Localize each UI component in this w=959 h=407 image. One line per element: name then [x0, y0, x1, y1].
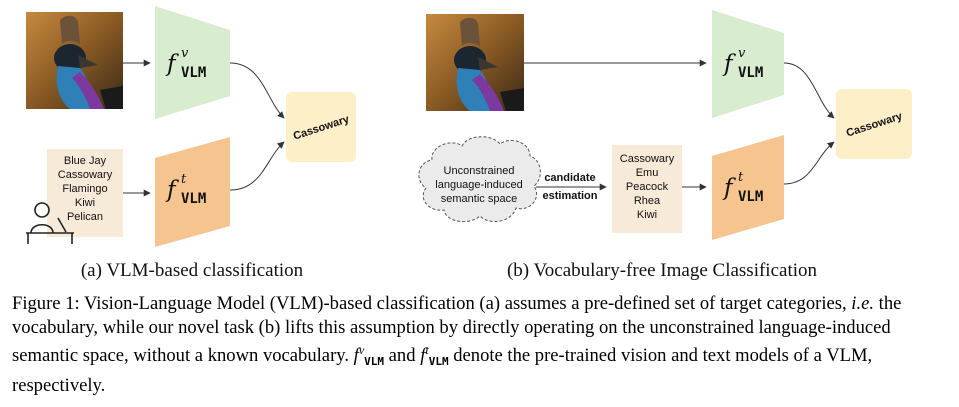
output-box-b: Cassowary	[836, 89, 912, 159]
subcaption-b: (b) Vocabulary-free Image Classification	[507, 260, 818, 281]
svg-text:t: t	[738, 170, 744, 185]
candidate-item: Cassowary	[620, 153, 675, 165]
output-box-a: Cassowary	[286, 92, 356, 162]
candidate-item: Emu	[636, 167, 659, 179]
svg-text:f: f	[722, 51, 736, 77]
vision-encoder-a: f v VLM	[155, 6, 230, 119]
svg-text:t: t	[181, 172, 187, 187]
candidate-item: Kiwi	[637, 209, 657, 221]
vocab-item: Pelican	[67, 211, 103, 223]
svg-text:semantic space: semantic space	[441, 193, 517, 205]
svg-text:VLM: VLM	[181, 191, 206, 207]
vocab-item: Blue Jay	[64, 155, 107, 167]
vocab-item: Kiwi	[75, 197, 95, 209]
svg-text:VLM: VLM	[181, 65, 206, 81]
svg-text:f: f	[722, 175, 736, 201]
semantic-space-cloud: Unconstrained language-induced semantic …	[418, 136, 541, 223]
svg-text:language-induced: language-induced	[435, 179, 522, 191]
vocabulary-box: Blue Jay Cassowary Flamingo Kiwi Pelican	[47, 149, 123, 237]
cassowary-image-b	[426, 14, 524, 111]
candidate-item: Rhea	[634, 195, 661, 207]
svg-text:f: f	[165, 177, 179, 203]
figure-diagram: f v VLM f t VLM Blue Jay Cassowary Flami…	[26, 6, 912, 281]
svg-text:v: v	[738, 46, 746, 61]
svg-text:VLM: VLM	[738, 65, 763, 81]
text-encoder-a: f t VLM	[155, 137, 230, 247]
svg-text:v: v	[181, 46, 189, 61]
candidate-estimation-label: candidate	[544, 172, 595, 184]
f-symbol: f	[165, 51, 179, 77]
figure-caption: Figure 1: Vision-Language Model (VLM)-ba…	[12, 293, 902, 396]
candidate-item: Peacock	[626, 181, 669, 193]
vocab-item: Flamingo	[62, 183, 107, 195]
vocab-item: Cassowary	[58, 169, 113, 181]
svg-text:Unconstrained: Unconstrained	[444, 165, 515, 177]
cassowary-image-a	[26, 12, 123, 109]
vision-encoder-b: f v VLM	[712, 10, 784, 118]
svg-text:VLM: VLM	[738, 189, 763, 205]
subcaption-a: (a) VLM-based classification	[81, 260, 304, 281]
text-encoder-b: f t VLM	[712, 135, 784, 240]
candidate-box: Cassowary Emu Peacock Rhea Kiwi	[612, 145, 682, 233]
user-at-desk-icon	[26, 202, 74, 244]
svg-text:estimation: estimation	[542, 190, 597, 202]
